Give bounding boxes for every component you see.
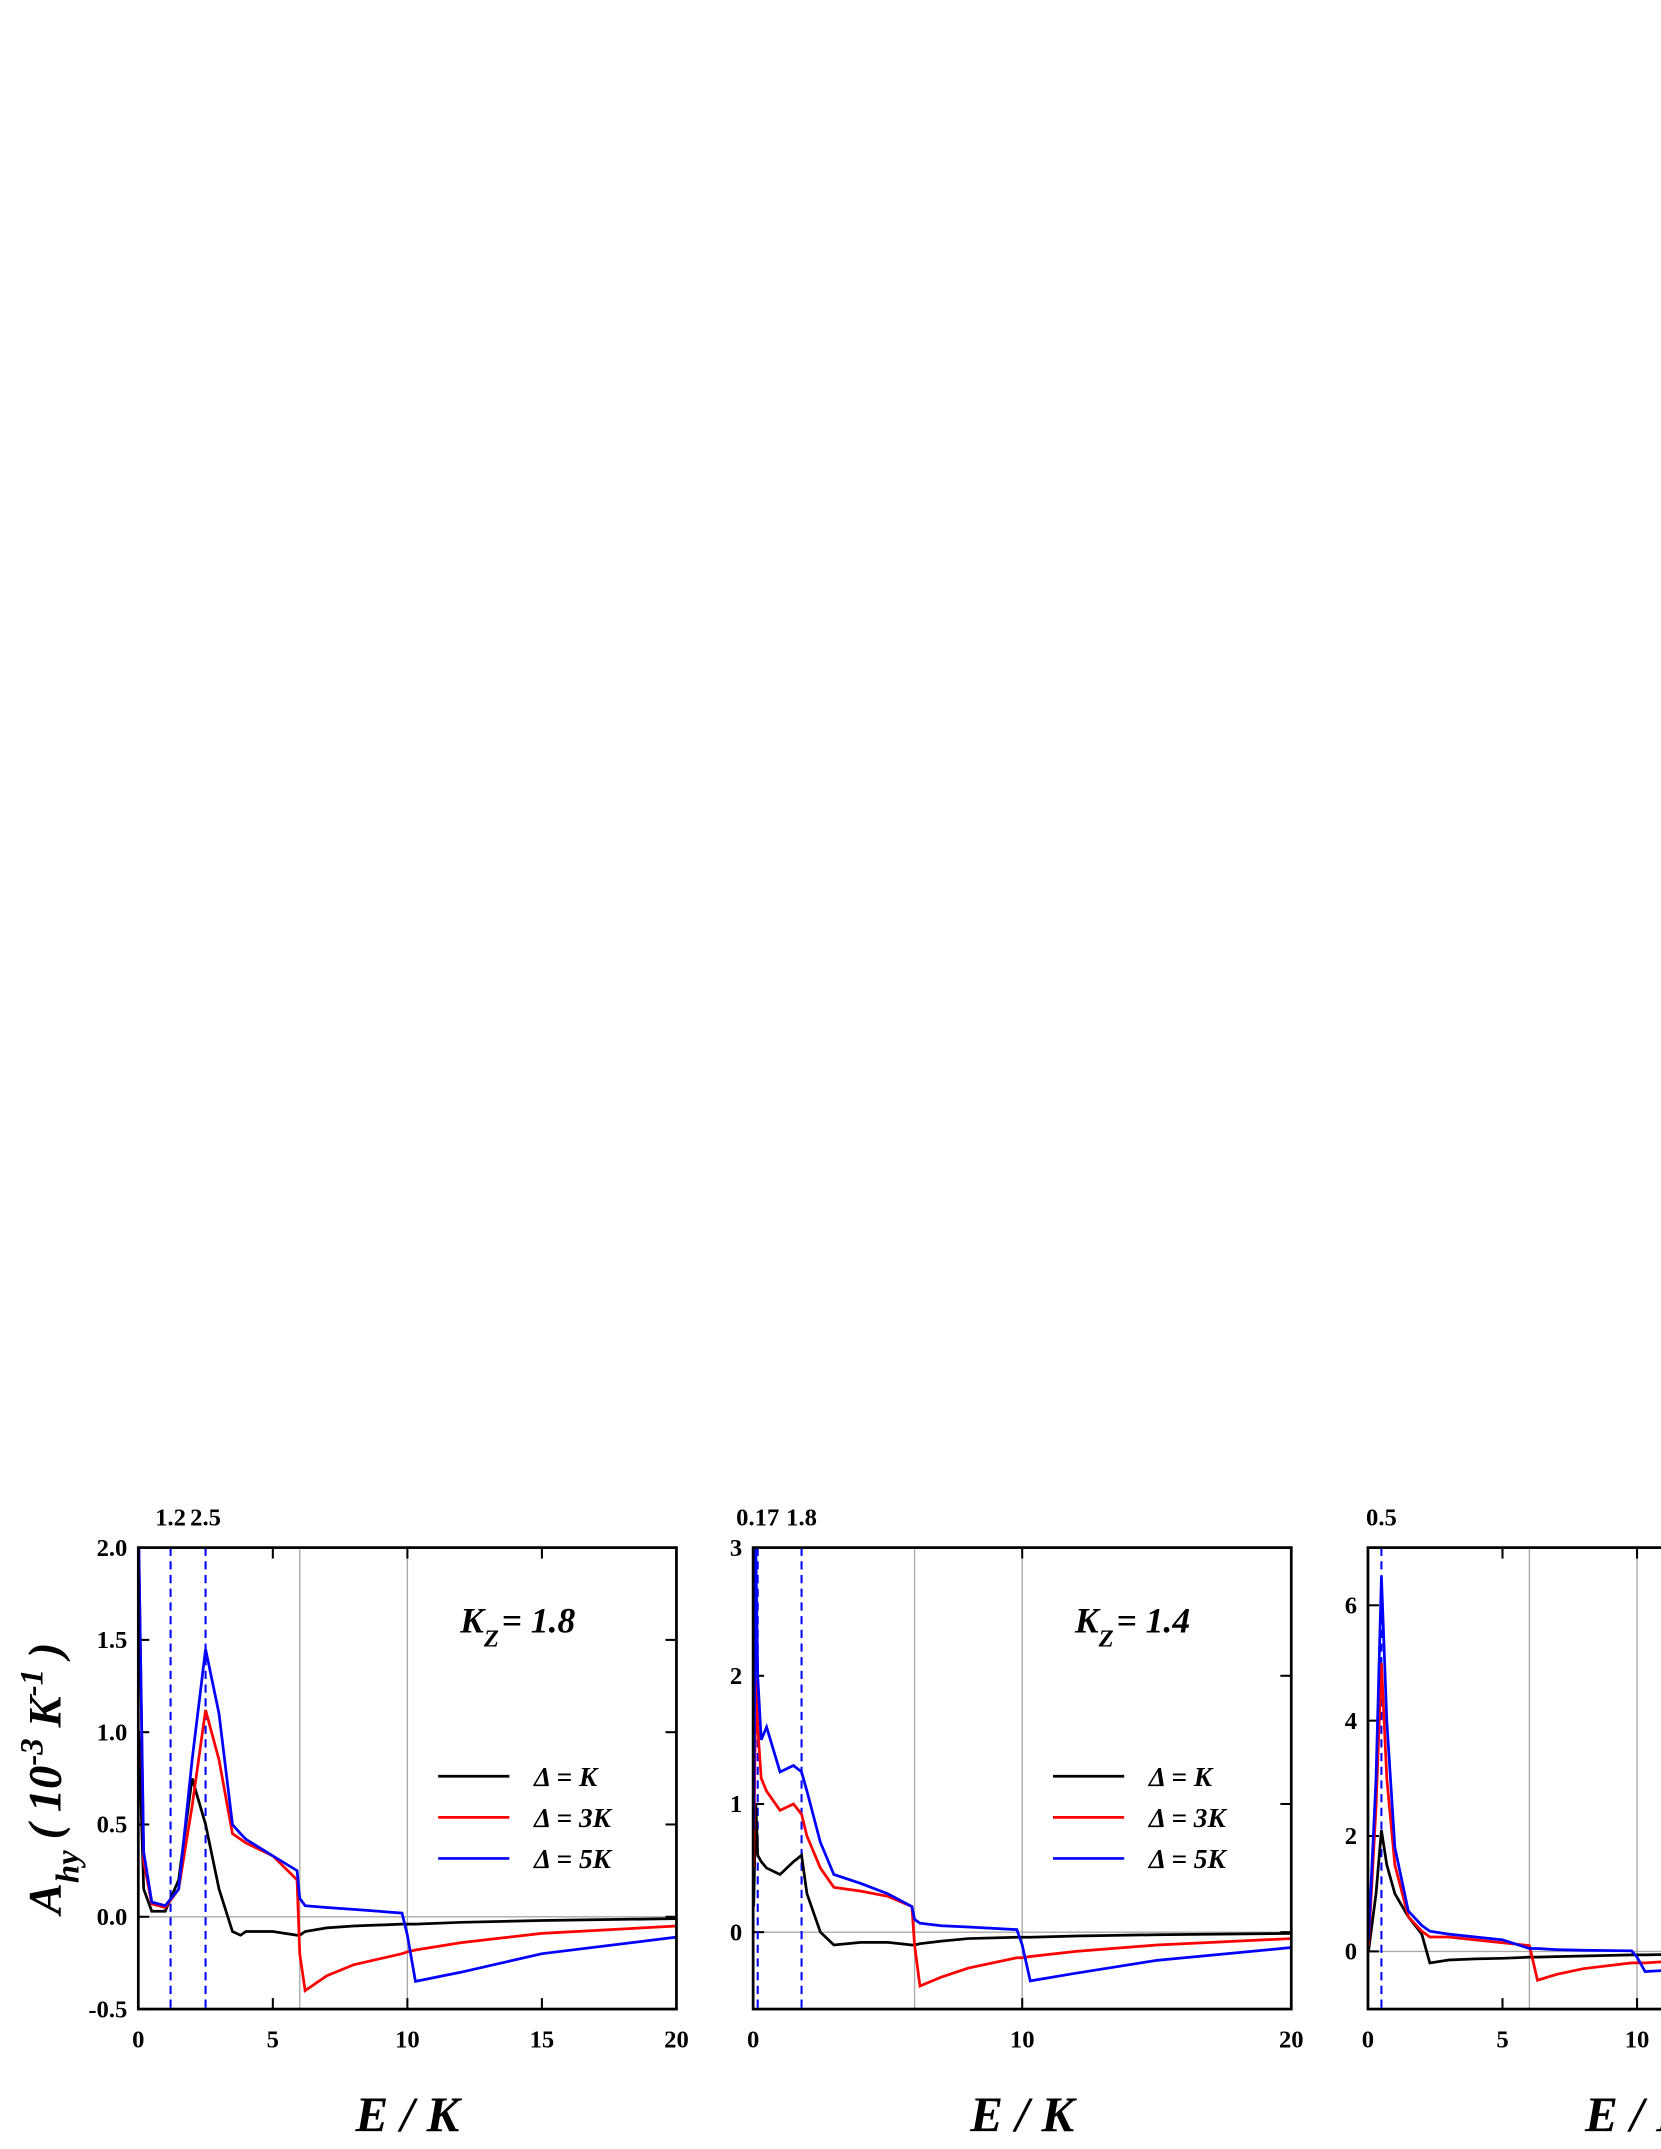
legend-label: Δ = 3K [1148, 1803, 1228, 1833]
y-tick-label: 1.5 [97, 1627, 128, 1654]
y-tick-label: 2 [1345, 1823, 1357, 1850]
series-group [1367, 1576, 1661, 1982]
series-group [753, 1547, 1292, 1988]
y-axis-label-part: -3 [14, 1738, 50, 1765]
y-axis-label-part: hy [50, 1850, 86, 1883]
x-axis-label: E / K [969, 2087, 1077, 2142]
legend-label: Δ = 5K [533, 1844, 613, 1874]
marker-label: 0.5 [1366, 1505, 1397, 1532]
y-axis-label-part: A [20, 1883, 71, 1917]
series-line [753, 1803, 1292, 1947]
y-tick-label: 0 [1345, 1939, 1357, 1966]
x-tick-label: 0 [1362, 2026, 1374, 2053]
plot-frame [136, 1546, 678, 2011]
series-line [753, 1675, 1292, 1988]
x-tick-label: 10 [1625, 2026, 1650, 2053]
y-axis-label: Ahy ( 10-3 K-1) [14, 1642, 86, 1917]
panel: 0 10 20 0 1 2 3 0.17 1.8 E / K KZ = 1.4 Δ = K Δ = 3K Δ… [730, 1505, 1304, 2142]
x-tick-label: 5 [267, 2026, 279, 2053]
annotation-sub: Z [483, 1625, 499, 1652]
series-group [138, 1547, 677, 1993]
panel: 0 5 10 15 20 -0.5 0.0 0.5 1.0 1.5 2.0 1.2 2.5 E / K Ah… [14, 1505, 689, 2142]
annotation-main: K [459, 1601, 486, 1641]
y-tick-label: 1.0 [97, 1719, 128, 1746]
legend-label: Δ = 3K [533, 1803, 613, 1833]
y-tick-label: 2.0 [97, 1535, 128, 1562]
x-tick-label: 20 [1279, 2026, 1304, 2053]
marker-label: 1.2 [155, 1505, 186, 1532]
series-line [1367, 1576, 1661, 1973]
series-line [753, 1547, 1292, 1983]
series-line [1367, 1662, 1661, 1982]
annotation-main: K [1074, 1601, 1101, 1641]
x-tick-label: 5 [1496, 2026, 1508, 2053]
y-axis-label-part: ) [20, 1642, 71, 1662]
y-tick-label: 4 [1345, 1708, 1357, 1735]
y-tick-label: 0.5 [97, 1812, 128, 1839]
y-tick-label: 6 [1345, 1593, 1357, 1620]
y-tick-label: 2 [730, 1663, 742, 1690]
legend-label: Δ = 5K [1148, 1844, 1228, 1874]
y-tick-label: 0 [730, 1919, 742, 1946]
y-tick-label: 0.0 [97, 1904, 128, 1931]
x-axis-label: E / K [354, 2087, 462, 2142]
annotation-rest: = 1.4 [1116, 1601, 1190, 1641]
x-axis-label: E / K [1584, 2087, 1661, 2142]
series-line [138, 1732, 677, 1937]
x-tick-label: 20 [664, 2026, 689, 2053]
marker-label: 0.17 [736, 1505, 779, 1532]
marker-label: 1.8 [786, 1505, 817, 1532]
x-tick-label: 15 [530, 2026, 555, 2053]
panel: 0 5 10 0 2 4 6 0.5 E / K [1345, 1505, 1661, 2142]
marker-label: 2.5 [190, 1505, 221, 1532]
x-tick-label: 10 [1010, 2026, 1035, 2053]
annotation-sub: Z [1098, 1625, 1114, 1652]
y-axis-label-part: K [20, 1693, 71, 1728]
annotation: KZ = 1.4 [1074, 1601, 1190, 1652]
plot-frame [1366, 1546, 1661, 2011]
annotation-rest: = 1.8 [502, 1601, 576, 1641]
x-tick-label: 10 [395, 2026, 420, 2053]
x-tick-label: 0 [132, 2026, 144, 2053]
series-line [138, 1547, 677, 1984]
y-axis-label-part: ( 10 [20, 1766, 71, 1840]
y-tick-label: 1 [730, 1791, 742, 1818]
y-axis-label-part: -1 [14, 1669, 50, 1696]
legend-label: Δ = K [1148, 1762, 1214, 1792]
x-tick-label: 0 [747, 2026, 759, 2053]
legend-label: Δ = K [533, 1762, 599, 1792]
y-tick-label: -0.5 [88, 1996, 127, 2023]
annotation: KZ = 1.8 [459, 1601, 575, 1652]
y-tick-label: 3 [730, 1535, 742, 1562]
plot-frame [751, 1546, 1293, 2011]
series-line [1367, 1830, 1661, 1965]
